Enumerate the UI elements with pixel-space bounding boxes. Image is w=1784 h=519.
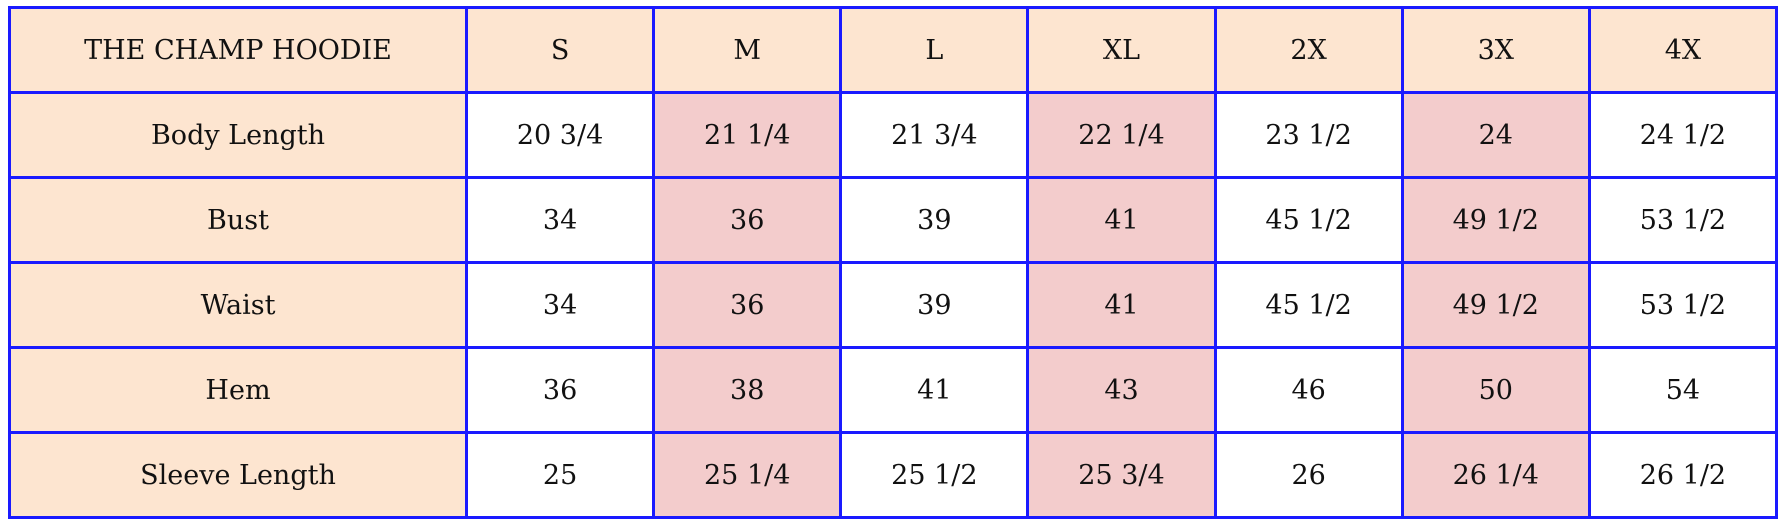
measurement-cell: 25 1/2 — [839, 431, 1030, 519]
measurement-cell: 53 1/2 — [1587, 176, 1779, 264]
size-header: 3X — [1400, 6, 1591, 94]
size-header: L — [839, 6, 1030, 94]
measurement-cell: 36 — [652, 261, 843, 349]
size-header: 4X — [1587, 6, 1779, 94]
measurement-cell: 26 — [1213, 431, 1404, 519]
table-row: Sleeve Length 25 25 1/4 25 1/2 25 3/4 26 26 1/… — [8, 431, 1779, 519]
measurement-cell: 46 — [1213, 346, 1404, 434]
measurement-cell: 36 — [652, 176, 843, 264]
size-header: S — [464, 6, 656, 94]
measurement-cell: 54 — [1587, 346, 1779, 434]
table-row: Waist 34 36 39 41 45 1/2 49 1/2 53 1/2 — [8, 261, 1779, 349]
measurement-cell: 49 1/2 — [1400, 176, 1591, 264]
measurement-cell: 45 1/2 — [1213, 176, 1404, 264]
measurement-cell: 25 — [464, 431, 656, 519]
measurement-cell: 21 1/4 — [652, 91, 843, 179]
measurement-cell: 43 — [1026, 346, 1217, 434]
row-label: Hem — [8, 346, 468, 434]
measurement-cell: 41 — [1026, 261, 1217, 349]
measurement-cell: 26 1/2 — [1587, 431, 1779, 519]
size-header: M — [652, 6, 843, 94]
size-header: 2X — [1213, 6, 1404, 94]
measurement-cell: 20 3/4 — [464, 91, 656, 179]
table-row: Bust 34 36 39 41 45 1/2 49 1/2 53 1/2 — [8, 176, 1779, 264]
measurement-cell: 25 3/4 — [1026, 431, 1217, 519]
row-label: Bust — [8, 176, 468, 264]
row-label: Waist — [8, 261, 468, 349]
measurement-cell: 41 — [839, 346, 1030, 434]
table-title: THE CHAMP HOODIE — [8, 6, 468, 94]
measurement-cell: 24 1/2 — [1587, 91, 1779, 179]
measurement-cell: 36 — [464, 346, 656, 434]
measurement-cell: 38 — [652, 346, 843, 434]
measurement-cell: 23 1/2 — [1213, 91, 1404, 179]
measurement-cell: 24 — [1400, 91, 1591, 179]
row-label: Sleeve Length — [8, 431, 468, 519]
header-row: THE CHAMP HOODIE S M L XL 2X 3X 4X — [8, 6, 1779, 94]
row-label: Body Length — [8, 91, 468, 179]
measurement-cell: 22 1/4 — [1026, 91, 1217, 179]
measurement-cell: 34 — [464, 176, 656, 264]
measurement-cell: 45 1/2 — [1213, 261, 1404, 349]
table-row: Hem 36 38 41 43 46 50 54 — [8, 346, 1779, 434]
size-header: XL — [1026, 6, 1217, 94]
measurement-cell: 34 — [464, 261, 656, 349]
measurement-cell: 49 1/2 — [1400, 261, 1591, 349]
measurement-cell: 39 — [839, 176, 1030, 264]
measurement-cell: 25 1/4 — [652, 431, 843, 519]
measurement-cell: 41 — [1026, 176, 1217, 264]
measurement-cell: 39 — [839, 261, 1030, 349]
measurement-cell: 53 1/2 — [1587, 261, 1779, 349]
size-chart-table: THE CHAMP HOODIE S M L XL 2X 3X 4X Body Length 20… — [8, 6, 1779, 519]
measurement-cell: 21 3/4 — [839, 91, 1030, 179]
measurement-cell: 50 — [1400, 346, 1591, 434]
table-row: Body Length 20 3/4 21 1/4 21 3/4 22 1/4 23 1/… — [8, 91, 1779, 179]
measurement-cell: 26 1/4 — [1400, 431, 1591, 519]
